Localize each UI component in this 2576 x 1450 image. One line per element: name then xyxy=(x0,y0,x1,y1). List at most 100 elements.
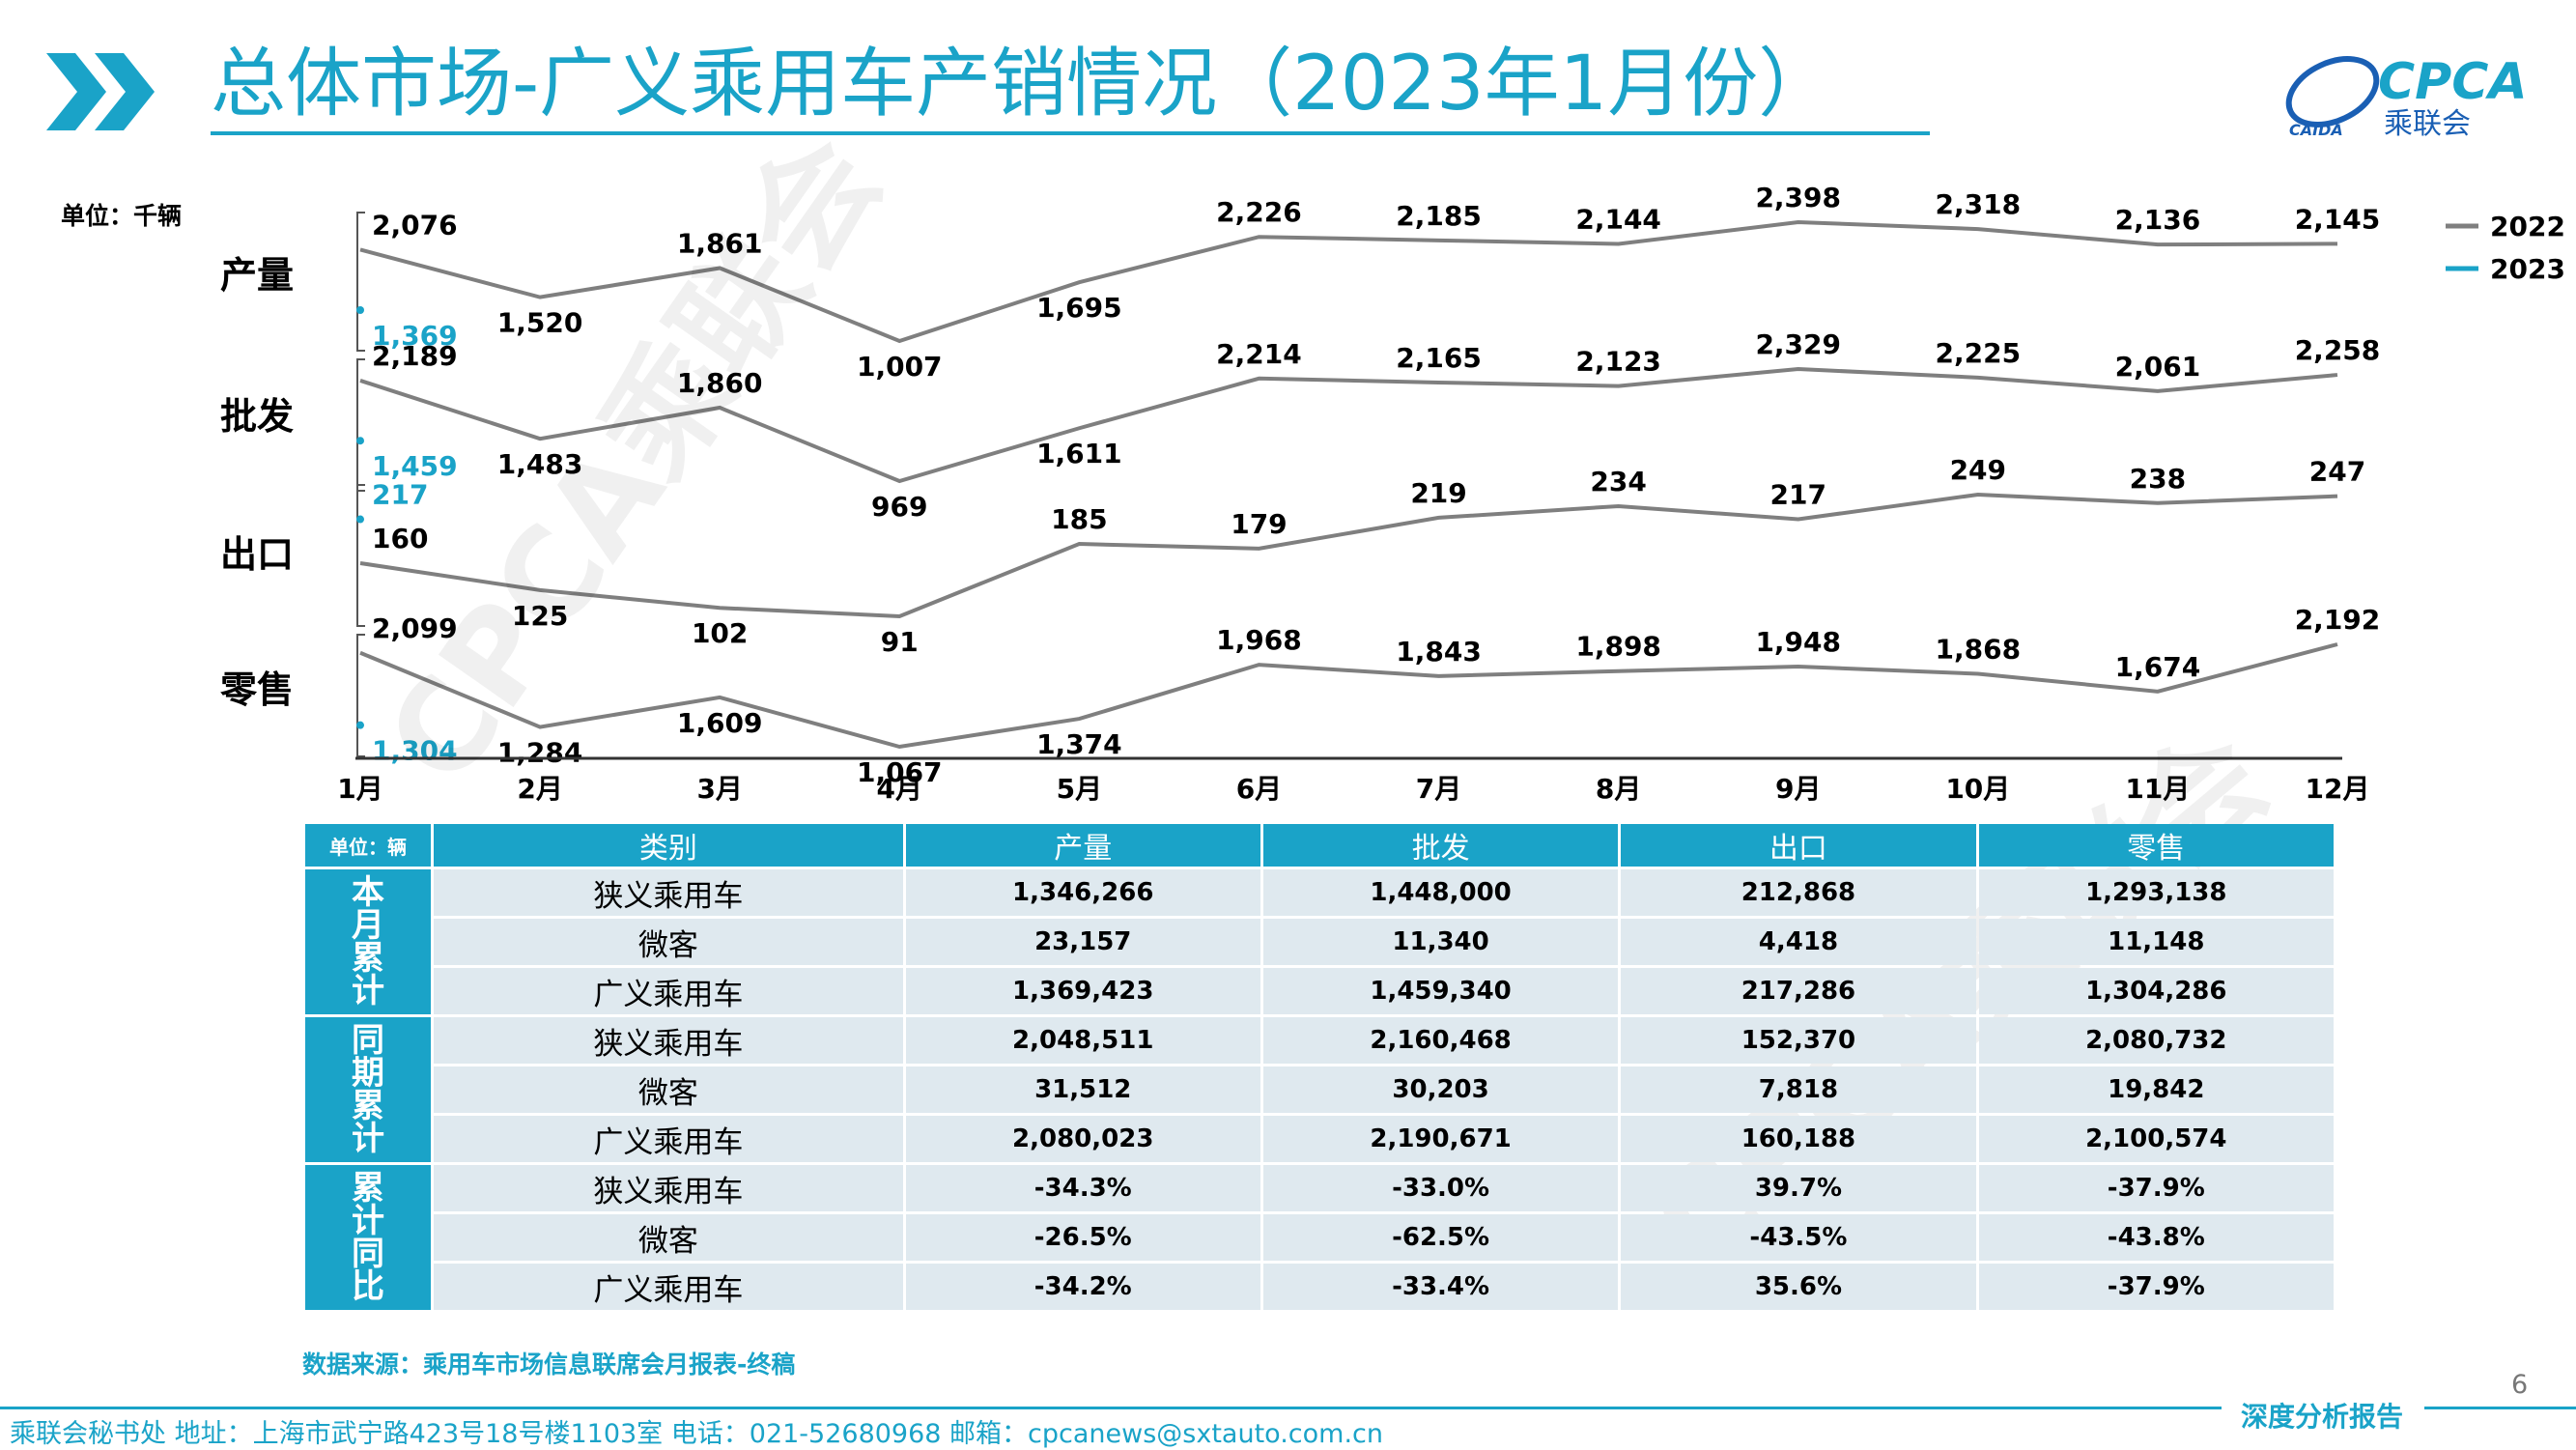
cpca-logo: CPCA 乘联会 CAIDA xyxy=(2279,39,2531,149)
table-cell: 2,190,671 xyxy=(1262,1116,1619,1162)
group-label: 同期累计 xyxy=(305,1017,432,1162)
series-line-2022 xyxy=(359,366,2338,484)
panel-label: 批发 xyxy=(220,395,294,438)
data-label-2022: 2,258 xyxy=(2295,334,2381,366)
table-cell: 39.7% xyxy=(1621,1165,1976,1211)
data-label-2022: 1,284 xyxy=(497,737,583,769)
title-underline xyxy=(211,131,1930,135)
table-unit-label: 单位：辆 xyxy=(305,824,432,867)
data-label-2022: 1,843 xyxy=(1396,636,1482,668)
data-label-2023: 1,304 xyxy=(372,735,458,767)
series-line-2022 xyxy=(359,492,2338,619)
table-cell: 2,080,732 xyxy=(1978,1017,2334,1064)
data-label-2022: 179 xyxy=(1231,508,1287,540)
table-row: 广义乘用车 1,369,423 1,459,340 217,286 1,304,… xyxy=(305,968,2334,1014)
table-cell: 11,340 xyxy=(1262,919,1619,965)
x-tick-label: 1月 xyxy=(337,773,382,805)
table-cell: 狭义乘用车 xyxy=(434,1165,903,1211)
footer-divider xyxy=(0,1407,2222,1409)
logo-text: CPCA xyxy=(2378,53,2528,111)
x-tick-label: 4月 xyxy=(877,773,922,805)
table-cell: 30,203 xyxy=(1262,1066,1619,1113)
table-cell: 1,448,000 xyxy=(1262,869,1619,916)
panel-label: 出口 xyxy=(220,533,294,576)
x-tick-label: 10月 xyxy=(1945,773,2010,805)
table-cell: 4,418 xyxy=(1621,919,1976,965)
group-label: 累计同比 xyxy=(305,1165,432,1310)
data-label-2022: 1,374 xyxy=(1036,728,1122,760)
table-cell: 7,818 xyxy=(1621,1066,1976,1113)
data-label-2023: 1,369 xyxy=(372,320,458,352)
panel-axis xyxy=(356,484,365,627)
panel-axis xyxy=(356,634,365,757)
legend-label-2023: 2023 xyxy=(2490,253,2565,285)
data-label-2022: 247 xyxy=(2309,456,2365,488)
data-label-2022: 249 xyxy=(1950,454,2006,486)
table-cell: 2,160,468 xyxy=(1262,1017,1619,1064)
data-label-2022: 1,968 xyxy=(1216,624,1302,656)
data-label-2022: 102 xyxy=(692,617,748,649)
data-label-2022: 969 xyxy=(871,491,927,523)
x-tick-label: 3月 xyxy=(696,773,742,805)
data-label-2022: 160 xyxy=(372,523,428,554)
data-label-2022: 2,318 xyxy=(1936,188,2022,220)
data-label-2022: 2,185 xyxy=(1396,200,1482,232)
series-line-2022 xyxy=(359,219,2338,344)
data-label-2022: 1,067 xyxy=(857,756,943,788)
data-label-2023: 1,459 xyxy=(372,450,458,482)
data-label-2022: 2,214 xyxy=(1216,338,1302,370)
table-cell: 1,304,286 xyxy=(1978,968,2334,1014)
x-tick-label: 12月 xyxy=(2306,773,2370,805)
data-label-2022: 2,123 xyxy=(1575,346,1661,378)
panel-axis xyxy=(356,358,365,492)
table-cell: 2,100,574 xyxy=(1978,1116,2334,1162)
data-label-2022: 1,611 xyxy=(1036,438,1122,469)
table-cell: 微客 xyxy=(434,919,903,965)
table-cell: -26.5% xyxy=(905,1214,1260,1261)
x-tick-label: 5月 xyxy=(1057,773,1102,805)
table-cell: 狭义乘用车 xyxy=(434,1017,903,1064)
table-cell: -34.2% xyxy=(905,1264,1260,1310)
table-cell: 广义乘用车 xyxy=(434,1264,903,1310)
table-cell: 19,842 xyxy=(1978,1066,2334,1113)
table-cell: 微客 xyxy=(434,1214,903,1261)
table-cell: 2,080,023 xyxy=(905,1116,1260,1162)
x-tick-label: 11月 xyxy=(2125,773,2190,805)
data-label-2022: 2,076 xyxy=(372,209,458,241)
table-cell: 152,370 xyxy=(1621,1017,1976,1064)
logo-subtext: 乘联会 xyxy=(2384,107,2471,141)
column-header: 出口 xyxy=(1621,824,1976,867)
data-label-2022: 1,860 xyxy=(677,367,763,399)
chart-unit-label: 单位：千辆 xyxy=(61,202,182,230)
data-label-2022: 2,329 xyxy=(1755,328,1841,360)
data-label-2022: 2,189 xyxy=(372,340,458,372)
table-cell: 35.6% xyxy=(1621,1264,1976,1310)
page-title: 总体市场-广义乘用车产销情况（2023年1月份） xyxy=(211,41,1834,128)
panel-label: 零售 xyxy=(220,668,294,711)
table-cell: 微客 xyxy=(434,1066,903,1113)
table-cell: -43.8% xyxy=(1978,1214,2334,1261)
table-row: 累计同比 狭义乘用车 -34.3% -33.0% 39.7% -37.9% xyxy=(305,1165,2334,1310)
table-cell: 1,459,340 xyxy=(1262,968,1619,1014)
x-tick-label: 9月 xyxy=(1775,773,1821,805)
data-table: 单位：辆 类别 产量 批发 出口 零售 本月累计 狭义乘用车 1,346,266… xyxy=(302,821,2336,1313)
cpca-logo-icon: CPCA 乘联会 CAIDA xyxy=(2285,53,2528,141)
data-label-2022: 2,136 xyxy=(2115,204,2201,236)
table-cell: 11,148 xyxy=(1978,919,2334,965)
table-cell: -62.5% xyxy=(1262,1214,1619,1261)
panel-axis xyxy=(356,212,365,352)
table-row: 微客 -26.5% -62.5% -43.5% -43.8% xyxy=(305,1214,2334,1261)
table-cell: 1,346,266 xyxy=(905,869,1260,916)
table-cell: 217,286 xyxy=(1621,968,1976,1014)
series-point-2023 xyxy=(356,515,364,524)
data-label-2022: 2,165 xyxy=(1396,342,1482,374)
data-label-2022: 219 xyxy=(1410,477,1466,509)
table-cell: -33.4% xyxy=(1262,1264,1619,1310)
data-label-2022: 2,061 xyxy=(2115,351,2201,383)
table-cell: -37.9% xyxy=(1978,1264,2334,1310)
column-header: 零售 xyxy=(1978,824,2334,867)
group-label: 本月累计 xyxy=(305,869,432,1014)
title-chevron-icon xyxy=(46,53,155,130)
data-label-2023: 217 xyxy=(372,479,428,511)
